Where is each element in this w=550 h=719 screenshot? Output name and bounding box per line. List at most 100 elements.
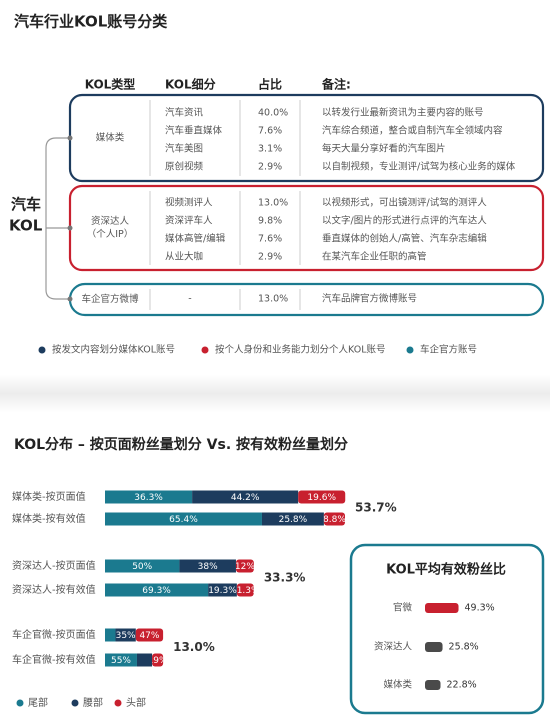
connector-dot — [67, 296, 73, 302]
legend-dot — [38, 346, 46, 354]
cell: 从业大咖 — [165, 251, 203, 263]
bar-segment — [105, 490, 193, 504]
cell: 7.6% — [258, 234, 282, 245]
bar-segment — [235, 559, 254, 573]
cell: 汽车品牌官方微博账号 — [322, 293, 417, 305]
segment-label: 47% — [139, 631, 159, 641]
value-label: 49.3% — [465, 603, 495, 614]
segment-label: 65.4% — [169, 515, 198, 525]
cell: 3.1% — [258, 144, 282, 155]
group-box — [68, 282, 545, 317]
legend-label: 车企官方账号 — [420, 344, 477, 356]
cell: 原创视频 — [165, 161, 204, 173]
legend-label: 按发文内容划分媒体KOL账号 — [52, 344, 175, 356]
group-total: 13.0% — [173, 640, 215, 654]
bar-segment — [323, 512, 345, 526]
category-label: 资深达人 — [374, 641, 413, 653]
root-label: 汽车 — [11, 196, 41, 214]
legend-dot — [406, 346, 414, 354]
legend-dot — [71, 699, 79, 707]
legend-label: 头部 — [126, 696, 146, 709]
bar-segment — [298, 490, 346, 504]
bar-segment — [105, 512, 262, 526]
box-title: KOL平均有效粉丝比 — [386, 562, 506, 578]
bar-segment — [105, 559, 180, 573]
bar-segment — [105, 653, 137, 667]
legend-dot — [114, 699, 122, 707]
column-header: KOL细分 — [165, 77, 216, 92]
bar-segment — [236, 583, 254, 597]
cell: 每天大量分享好看的汽车图片 — [322, 143, 446, 155]
cell: 视频测评人 — [165, 197, 213, 209]
cell: 2.9% — [258, 252, 282, 263]
bar-segment — [136, 653, 153, 667]
category-label: 官微 — [393, 602, 413, 614]
category-label: 车企官微-按有效值 — [12, 653, 96, 666]
bar-segment — [135, 628, 164, 642]
title: 汽车行业KOL账号分类 — [14, 13, 168, 31]
group-type: 媒体类 — [96, 132, 125, 144]
segment-label: 55% — [111, 656, 131, 666]
cell: 资深评车人 — [165, 215, 213, 227]
segment-label: 44.2% — [231, 493, 260, 503]
cell: 以转发行业最新资讯为主要内容的账号 — [322, 107, 484, 119]
cell: 垂直媒体的创始人/高管、汽车杂志编辑 — [322, 233, 487, 245]
cell: 40.0% — [258, 108, 288, 119]
legend-dot — [201, 346, 209, 354]
category-label: 媒体类 — [383, 679, 412, 691]
root-label: KOL — [9, 217, 43, 235]
segment-label: 35% — [116, 631, 136, 641]
legend-label: 尾部 — [28, 696, 48, 709]
category-label: 媒体类-按有效值 — [12, 512, 86, 525]
column-header: 占比 — [258, 77, 282, 92]
bar-segment — [105, 583, 209, 597]
bar-segment — [208, 583, 237, 597]
segment-label: 36.3% — [134, 493, 163, 503]
cell: 以视频形式，可出镜测评/试驾的测评人 — [322, 197, 487, 209]
category-label: 资深达人-按页面值 — [12, 559, 96, 572]
category-label: 资深达人-按有效值 — [12, 583, 96, 596]
connector-dot — [67, 135, 73, 141]
group-type: 车企官方微博 — [81, 293, 139, 305]
group-type: 资深达人 — [91, 215, 130, 227]
chart-title: KOL分布 – 按页面粉丝量划分 Vs. 按有效粉丝量划分 — [14, 436, 348, 453]
bar-segment — [115, 628, 136, 642]
segment-label: 25.8% — [279, 515, 308, 525]
column-header: 备注: — [321, 77, 351, 92]
column-header: KOL类型 — [85, 77, 136, 92]
bar-segment — [261, 512, 324, 526]
bar-segment — [105, 628, 116, 642]
value-label: 22.8% — [447, 680, 477, 691]
cell: 2.9% — [258, 162, 282, 173]
summary-box — [349, 543, 545, 715]
group-type: （个人IP） — [87, 228, 134, 240]
cell: 汽车综合频道，整合或自制汽车全领域内容 — [322, 125, 503, 137]
segment-label: 38% — [198, 562, 218, 572]
cell: 汽车美图 — [165, 143, 203, 155]
bracket — [45, 137, 70, 300]
segment-label: 50% — [132, 562, 152, 572]
cell: 7.6% — [258, 126, 282, 137]
cell: 9.8% — [258, 216, 282, 227]
segment-label: 19.3% — [208, 586, 237, 596]
connector-dot — [67, 225, 73, 231]
cell: 13.0% — [258, 198, 288, 209]
legend-label: 按个人身份和业务能力划分个人KOL账号 — [215, 344, 385, 356]
segment-label: 69.3% — [142, 586, 171, 596]
cell: 以自制视频，专业测评/试驾为核心业务的媒体 — [322, 161, 516, 173]
segment-label: 19% — [148, 656, 168, 666]
cell: 在某汽车企业任职的高管 — [322, 251, 427, 263]
bar-segment — [179, 559, 236, 573]
cell: 媒体高管/编辑 — [165, 233, 226, 245]
segment-label: 11.3% — [231, 586, 260, 596]
segment-label: 19.6% — [307, 493, 336, 503]
category-label: 媒体类-按页面值 — [12, 490, 86, 503]
cell: 汽车资讯 — [165, 107, 204, 119]
group-total: 53.7% — [355, 501, 397, 515]
bar-segment — [152, 653, 164, 667]
cell: 13.0% — [258, 294, 288, 305]
divider — [0, 375, 550, 413]
segment-label: 8.8% — [323, 515, 346, 525]
category-label: 车企官微-按页面值 — [12, 628, 96, 641]
